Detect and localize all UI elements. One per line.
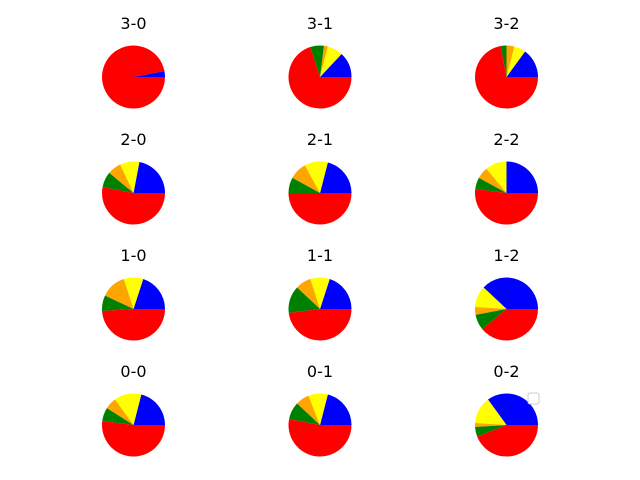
pie-slice-blue	[133, 394, 165, 425]
pie-slice-green	[475, 309, 507, 330]
pie-slice-red	[102, 45, 166, 109]
pie-slice-blue	[320, 279, 352, 309]
pie-slice-red	[477, 425, 538, 457]
pie-panel-0-2: 0-2	[474, 362, 538, 457]
pie-slice-red	[288, 193, 352, 225]
pie-slice-red	[288, 309, 352, 341]
pie-slice-blue	[506, 161, 538, 193]
pie-slice-blue	[320, 162, 352, 193]
pie-slice-red	[288, 47, 352, 109]
pie-title: 3-1	[307, 14, 333, 33]
pie-slice-green	[289, 403, 320, 425]
pie-slice-yellow	[308, 393, 328, 425]
pie-slice-green	[475, 177, 507, 193]
pie-slice-orange	[320, 45, 328, 77]
empty-legend-box	[527, 392, 540, 405]
pie-slice-red	[102, 309, 166, 341]
pie-slice-yellow	[320, 46, 342, 77]
pie-title: 3-0	[120, 14, 146, 33]
pie-slice-blue	[483, 277, 538, 309]
pie-slice-green	[102, 408, 134, 425]
pie-panel-3-2: 3-2	[475, 14, 538, 109]
pie-slice-red	[475, 46, 538, 109]
pie-slice-yellow	[123, 277, 144, 309]
pie-title: 2-0	[120, 130, 146, 149]
pie-slice-blue	[487, 393, 538, 425]
pie-slice-orange	[506, 45, 515, 77]
pie-panel-0-1: 0-1	[288, 362, 352, 457]
pie-slice-yellow	[475, 399, 507, 425]
pie-panel-3-1: 3-1	[288, 14, 352, 109]
pie-slice-yellow	[486, 161, 507, 193]
pie-slice-green	[475, 425, 507, 437]
pie-panel-2-2: 2-2	[475, 130, 538, 225]
pie-panel-2-1: 2-1	[288, 130, 352, 225]
pie-slice-yellow	[310, 277, 330, 309]
pie-slice-blue	[133, 71, 165, 77]
pie-panel-1-1: 1-1	[288, 246, 352, 341]
pie-title: 1-0	[120, 246, 146, 265]
pie-slice-red	[288, 419, 352, 457]
pie-slice-yellow	[506, 46, 526, 77]
pie-slice-blue	[506, 51, 538, 77]
pie-title: 0-1	[307, 362, 333, 381]
pie-title: 1-1	[307, 246, 333, 265]
pie-slice-yellow	[120, 161, 140, 193]
pie-slice-green	[102, 172, 134, 193]
pie-slice-yellow	[475, 287, 507, 309]
pie-slice-orange	[106, 399, 134, 425]
pie-title: 2-2	[493, 130, 519, 149]
pie-slice-green	[288, 177, 320, 193]
pie-title: 1-2	[493, 246, 519, 265]
pie-slice-blue	[133, 279, 165, 309]
pie-slice-yellow	[114, 393, 142, 425]
pie-slice-green	[101, 295, 134, 311]
pie-slice-green	[288, 287, 320, 313]
pie-slice-orange	[109, 164, 134, 193]
pie-slice-orange	[297, 279, 320, 309]
pie-slice-orange	[292, 165, 320, 193]
pie-slice-red	[475, 189, 538, 225]
pie-slice-green	[500, 45, 507, 77]
legend	[527, 392, 540, 405]
pie-panel-0-0: 0-0	[102, 362, 165, 457]
pie-slice-red	[102, 421, 165, 457]
pie-slice-blue	[320, 394, 352, 425]
pie-slice-orange	[105, 279, 134, 309]
pie-panel-2-0: 2-0	[102, 130, 165, 225]
pie-panel-3-0: 3-0	[102, 14, 166, 109]
pie-title: 0-0	[120, 362, 146, 381]
pie-slice-orange	[474, 423, 507, 427]
pie-slice-yellow	[304, 161, 328, 193]
pie-panel-1-0: 1-0	[101, 246, 166, 341]
pie-title: 2-1	[307, 130, 333, 149]
pie-slice-orange	[478, 168, 507, 193]
pie-panel-1-2: 1-2	[474, 246, 538, 341]
pie-slice-red	[102, 187, 165, 225]
pie-slice-blue	[320, 54, 352, 77]
pie-slice-orange	[297, 395, 320, 425]
pie-slice-orange	[474, 307, 507, 315]
pie-slice-green	[310, 45, 324, 77]
pie-slice-red	[482, 309, 538, 341]
pie-slice-blue	[133, 162, 165, 193]
pie-title: 3-2	[493, 14, 519, 33]
pie-title: 0-2	[493, 362, 519, 381]
